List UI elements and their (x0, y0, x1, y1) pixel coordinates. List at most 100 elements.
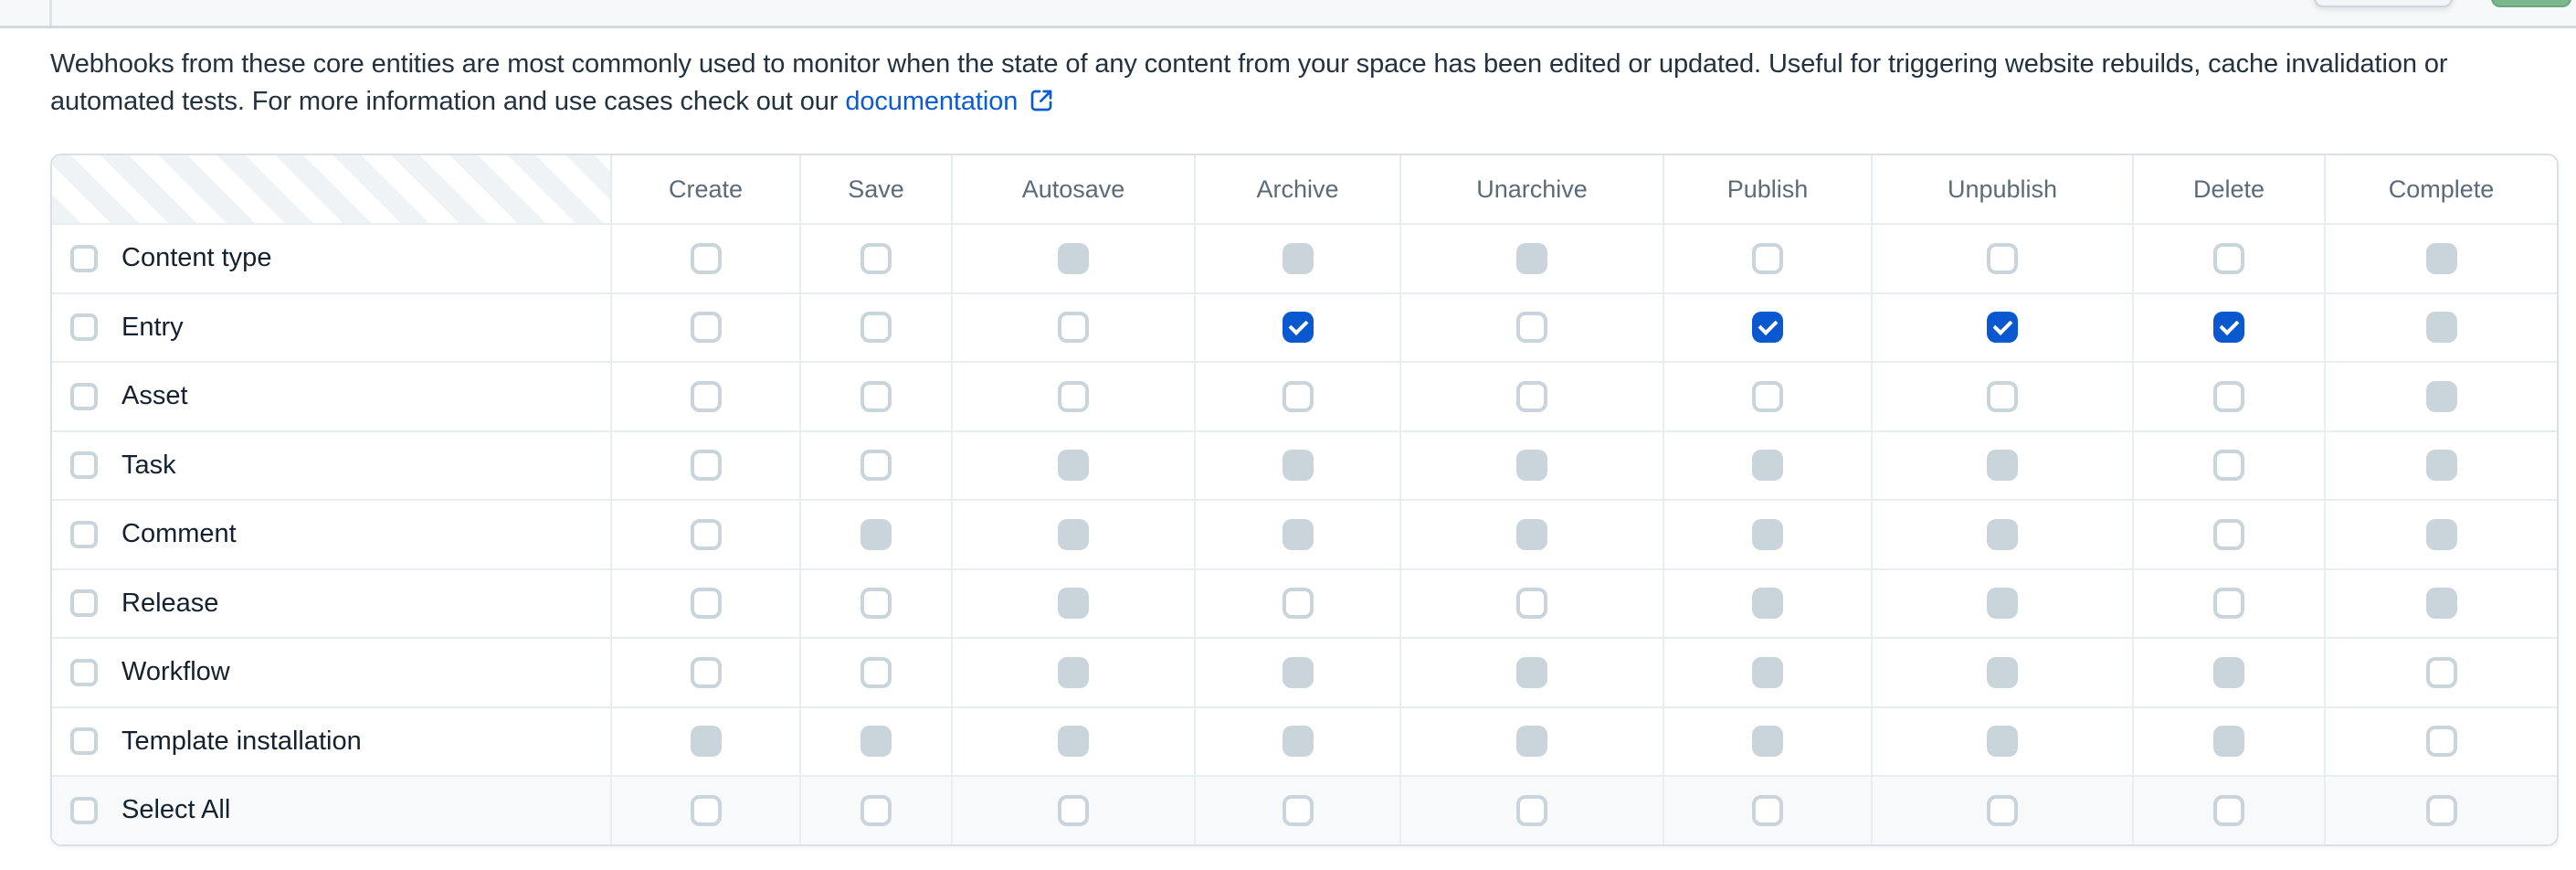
publish-checkbox[interactable] (1752, 242, 1783, 274)
webhook-events-table: Create Save Autosave Archive Unarchive Publis… (50, 154, 2559, 846)
delete-checkbox[interactable] (2213, 794, 2244, 826)
archive-cell (1194, 569, 1399, 637)
create-checkbox[interactable] (690, 380, 722, 412)
delete-checkbox[interactable] (2213, 380, 2244, 412)
archive-checkbox[interactable] (1282, 380, 1314, 412)
unpublish-checkbox[interactable] (1987, 380, 2018, 412)
create-checkbox[interactable] (690, 656, 722, 688)
archive-cell (1194, 707, 1399, 775)
archive-checkbox[interactable] (1282, 794, 1314, 826)
save-checkbox[interactable] (860, 242, 892, 274)
row-select-checkbox[interactable] (70, 520, 98, 548)
unarchive-checkbox[interactable] (1516, 588, 1547, 620)
description-text: Webhooks from these core entities are mo… (50, 49, 2448, 116)
archive-cell (1194, 777, 1399, 844)
row-select-checkbox[interactable] (70, 244, 98, 272)
unpublish-checkbox[interactable] (1987, 794, 2018, 826)
publish-checkbox (1752, 588, 1783, 620)
secondary-button-partial[interactable] (2314, 0, 2453, 7)
autosave-checkbox (1058, 588, 1089, 620)
row-select-checkbox[interactable] (70, 658, 98, 686)
entity-cell: Asset (52, 363, 610, 430)
autosave-cell (951, 501, 1194, 568)
publish-checkbox[interactable] (1752, 312, 1783, 344)
delete-checkbox[interactable] (2213, 588, 2244, 620)
entity-label: Entry (121, 312, 184, 342)
publish-cell (1663, 639, 1871, 706)
unarchive-cell (1399, 777, 1663, 844)
delete-cell (2132, 431, 2324, 499)
unarchive-cell (1399, 431, 1663, 499)
table-row-content-type: Content type (52, 223, 2557, 292)
create-checkbox[interactable] (690, 518, 722, 550)
create-checkbox[interactable] (690, 312, 722, 344)
entity-cell: Release (52, 570, 610, 638)
save-checkbox[interactable] (860, 380, 892, 412)
entity-label: Task (121, 450, 176, 480)
publish-cell (1663, 569, 1871, 637)
row-select-checkbox[interactable] (70, 589, 98, 618)
create-checkbox[interactable] (690, 242, 722, 274)
complete-checkbox (2425, 588, 2457, 620)
unarchive-checkbox[interactable] (1516, 794, 1547, 826)
save-checkbox[interactable] (860, 312, 892, 344)
publish-checkbox[interactable] (1752, 380, 1783, 412)
archive-checkbox[interactable] (1282, 312, 1314, 344)
save-checkbox[interactable] (860, 794, 892, 826)
row-select-checkbox[interactable] (70, 451, 98, 480)
save-checkbox[interactable] (860, 450, 892, 482)
save-checkbox[interactable] (860, 588, 892, 620)
unarchive-checkbox[interactable] (1516, 312, 1547, 344)
unpublish-cell (1871, 639, 2132, 706)
publish-cell (1663, 363, 1871, 430)
external-link-icon (1030, 90, 1052, 111)
row-select-checkbox[interactable] (70, 313, 98, 342)
delete-checkbox[interactable] (2213, 242, 2244, 274)
complete-checkbox[interactable] (2425, 656, 2457, 688)
complete-checkbox[interactable] (2425, 726, 2457, 758)
delete-checkbox[interactable] (2213, 312, 2244, 344)
entity-cell: Select All (52, 777, 610, 844)
delete-cell (2132, 293, 2324, 361)
column-header-save: Save (799, 155, 951, 223)
unpublish-checkbox[interactable] (1987, 242, 2018, 274)
save-cell (799, 293, 951, 361)
save-checkbox[interactable] (860, 656, 892, 688)
row-select-checkbox[interactable] (70, 727, 98, 756)
autosave-checkbox[interactable] (1058, 380, 1089, 412)
column-header-unarchive: Unarchive (1399, 155, 1663, 223)
autosave-checkbox (1058, 656, 1089, 688)
autosave-cell (951, 225, 1194, 292)
table-body: Content type Entry Asset Task Comment Release… (52, 223, 2557, 844)
row-select-checkbox[interactable] (70, 382, 98, 410)
delete-checkbox[interactable] (2213, 450, 2244, 482)
delete-checkbox[interactable] (2213, 518, 2244, 550)
primary-green-button-partial[interactable] (2491, 0, 2571, 7)
autosave-checkbox[interactable] (1058, 794, 1089, 826)
unpublish-cell (1871, 225, 2132, 292)
create-checkbox[interactable] (690, 794, 722, 826)
complete-checkbox[interactable] (2425, 794, 2457, 826)
publish-cell (1663, 431, 1871, 499)
unpublish-checkbox[interactable] (1987, 312, 2018, 344)
column-header-complete: Complete (2324, 155, 2557, 223)
unarchive-checkbox (1516, 518, 1547, 550)
webhooks-description: Webhooks from these core entities are mo… (50, 46, 2560, 121)
entity-cell: Entry (52, 294, 610, 362)
documentation-link-label[interactable]: documentation (845, 87, 1019, 116)
create-checkbox[interactable] (690, 588, 722, 620)
row-select-checkbox[interactable] (70, 796, 98, 824)
publish-checkbox (1752, 518, 1783, 550)
autosave-checkbox[interactable] (1058, 312, 1089, 344)
entity-label: Release (121, 588, 219, 618)
publish-checkbox[interactable] (1752, 794, 1783, 826)
create-checkbox[interactable] (690, 450, 722, 482)
archive-checkbox[interactable] (1282, 588, 1314, 620)
complete-checkbox (2425, 380, 2457, 412)
unarchive-checkbox[interactable] (1516, 380, 1547, 412)
table-row-select-all: Select All (52, 775, 2557, 844)
publish-checkbox (1752, 726, 1783, 758)
archive-checkbox (1282, 656, 1314, 688)
complete-cell (2324, 501, 2557, 568)
documentation-link[interactable]: documentation (845, 87, 1056, 116)
